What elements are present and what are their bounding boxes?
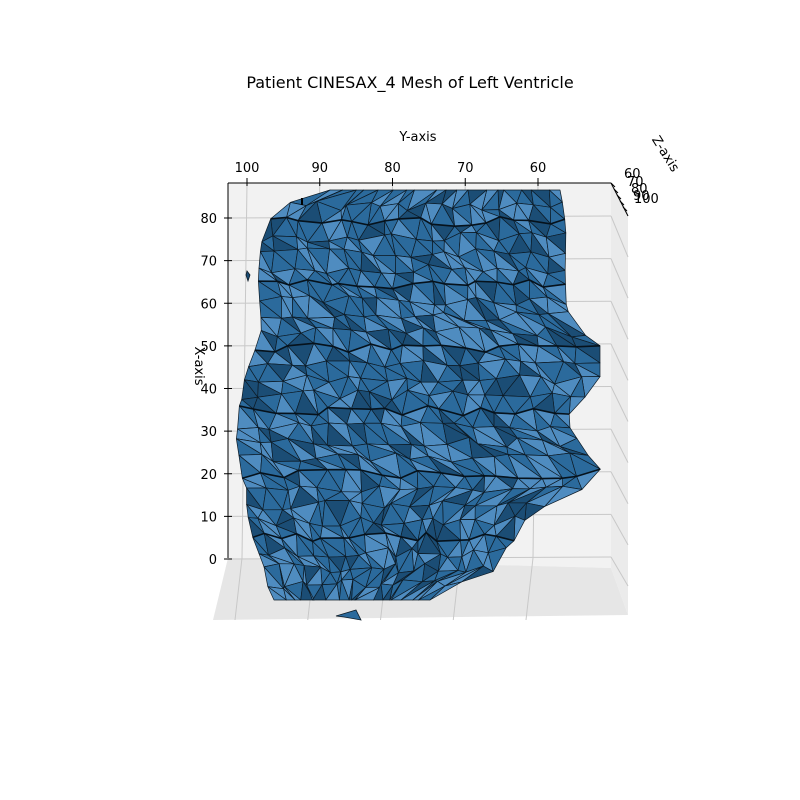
side-pane <box>611 183 628 615</box>
x-tick-label: 20 <box>200 468 217 483</box>
x-tick-label: 10 <box>200 510 217 525</box>
x-tick-label: 30 <box>200 425 217 440</box>
y-tick-label: 100 <box>235 161 260 176</box>
y-axis-label: Y-axis <box>398 130 436 145</box>
x-tick-label: 0 <box>209 553 217 568</box>
z-axis-label: Z-axis <box>648 133 682 175</box>
z-tick-label: 100 <box>634 192 659 207</box>
x-tick-label: 80 <box>200 212 217 227</box>
chart-title: Patient CINESAX_4 Mesh of Left Ventricle <box>246 73 573 93</box>
y-tick-label: 60 <box>530 161 547 176</box>
x-axis-label: X-axis <box>191 347 206 386</box>
y-tick-label: 70 <box>457 161 474 176</box>
y-tick-label: 90 <box>311 161 328 176</box>
x-tick-label: 60 <box>200 297 217 312</box>
y-tick-label: 80 <box>384 161 401 176</box>
x-tick-label: 70 <box>200 255 217 270</box>
